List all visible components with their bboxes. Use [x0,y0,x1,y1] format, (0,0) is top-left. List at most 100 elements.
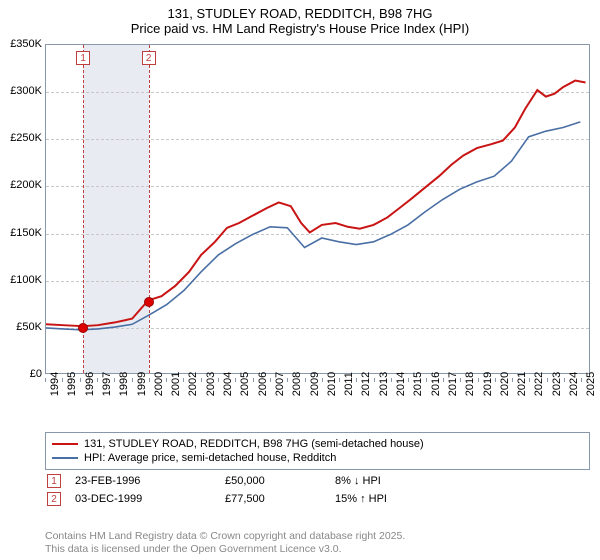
x-tick-label: 2001 [170,372,182,396]
legend-swatch-blue [52,457,78,459]
x-tick-label: 2009 [309,372,321,396]
sale-row-delta: 15% ↑ HPI [335,493,455,505]
title-line-2: Price paid vs. HM Land Registry's House … [0,21,600,36]
title-block: 131, STUDLEY ROAD, REDDITCH, B98 7HG Pri… [0,0,600,38]
x-tick [478,378,479,382]
x-tick-label: 2024 [568,372,580,396]
sale-point-dot [78,323,88,333]
x-tick-label: 2020 [499,372,511,396]
x-tick-label: 2006 [257,372,269,396]
attribution-line-2: This data is licensed under the Open Gov… [45,543,405,556]
x-tick [80,378,81,382]
x-tick [166,378,167,382]
x-tick-label: 2021 [516,372,528,396]
sale-table-row: 2 03-DEC-1999£77,50015% ↑ HPI [45,488,590,506]
x-tick [149,378,150,382]
sale-row-delta: 8% ↓ HPI [335,475,455,487]
x-tick [305,378,306,382]
x-tick [356,378,357,382]
sale-row-badge: 2 [47,492,61,506]
x-tick-label: 2025 [585,372,597,396]
x-tick-label: 2019 [482,372,494,396]
x-tick-label: 2002 [187,372,199,396]
x-tick-label: 1997 [101,372,113,396]
x-tick-label: 2013 [378,372,390,396]
x-tick [114,378,115,382]
x-tick [374,378,375,382]
y-tick-label: £200K [10,179,42,191]
x-tick-label: 1996 [84,372,96,396]
x-tick [201,378,202,382]
x-tick [322,378,323,382]
x-tick-label: 2017 [447,372,459,396]
x-tick-label: 2023 [551,372,563,396]
x-tick-label: 2005 [239,372,251,396]
x-tick-label: 2012 [360,372,372,396]
x-tick [218,378,219,382]
y-tick-label: £0 [30,368,42,380]
x-tick-label: 1995 [66,372,78,396]
x-tick-label: 2015 [412,372,424,396]
x-tick [495,378,496,382]
x-tick-label: 2011 [343,372,355,396]
x-tick [529,378,530,382]
x-tick [547,378,548,382]
x-tick [287,378,288,382]
sale-row-date: 03-DEC-1999 [75,493,225,505]
sale-row-price: £50,000 [225,475,335,487]
legend-item-property: 131, STUDLEY ROAD, REDDITCH, B98 7HG (se… [52,437,583,451]
legend-and-table: 131, STUDLEY ROAD, REDDITCH, B98 7HG (se… [45,432,590,506]
x-tick-label: 2008 [291,372,303,396]
x-tick [45,378,46,382]
y-tick-label: £50K [16,321,42,333]
reference-line [149,45,150,373]
attribution-line-1: Contains HM Land Registry data © Crown c… [45,530,405,543]
title-line-1: 131, STUDLEY ROAD, REDDITCH, B98 7HG [0,6,600,21]
legend-box: 131, STUDLEY ROAD, REDDITCH, B98 7HG (se… [45,432,590,470]
y-tick-label: £100K [10,274,42,286]
y-axis-labels: £0£50K£100K£150K£200K£250K£300K£350K [0,44,45,374]
x-tick [391,378,392,382]
x-tick [581,378,582,382]
x-tick [253,378,254,382]
x-tick-label: 2007 [274,372,286,396]
x-tick [564,378,565,382]
x-tick-label: 1998 [118,372,130,396]
chart-container: 131, STUDLEY ROAD, REDDITCH, B98 7HG Pri… [0,0,600,560]
x-tick [183,378,184,382]
x-tick-label: 2003 [205,372,217,396]
sale-point-dot [144,297,154,307]
sale-row-badge: 1 [47,474,61,488]
x-tick-label: 2016 [430,372,442,396]
x-tick [426,378,427,382]
x-tick-label: 2018 [464,372,476,396]
y-tick-label: £250K [10,132,42,144]
legend-swatch-red [52,443,78,445]
x-tick [97,378,98,382]
x-tick [339,378,340,382]
series-property-line [46,81,586,327]
sale-row-date: 23-FEB-1996 [75,475,225,487]
legend-label-hpi: HPI: Average price, semi-detached house,… [84,452,336,464]
y-tick-label: £150K [10,227,42,239]
legend-item-hpi: HPI: Average price, semi-detached house,… [52,451,583,465]
sale-table: 1 23-FEB-1996£50,0008% ↓ HPI 2 03-DEC-1999£… [45,470,590,506]
series-hpi-line [46,122,580,330]
x-tick [132,378,133,382]
x-tick-label: 1994 [49,372,61,396]
x-tick [62,378,63,382]
x-tick [408,378,409,382]
attribution-block: Contains HM Land Registry data © Crown c… [45,530,405,556]
sale-row-price: £77,500 [225,493,335,505]
x-tick-label: 2000 [153,372,165,396]
x-tick [270,378,271,382]
x-tick-label: 2004 [222,372,234,396]
reference-badge: 2 [142,51,156,65]
x-tick [460,378,461,382]
x-tick [235,378,236,382]
x-tick-label: 2022 [533,372,545,396]
x-tick [443,378,444,382]
y-tick-label: £300K [10,85,42,97]
y-tick-label: £350K [10,38,42,50]
x-tick-label: 2010 [326,372,338,396]
